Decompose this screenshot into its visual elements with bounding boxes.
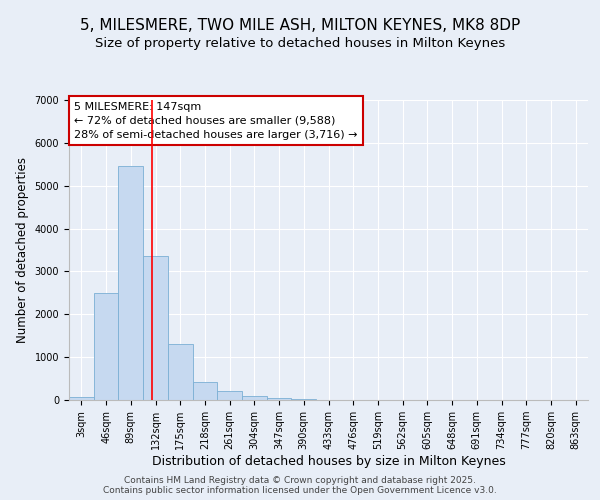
Text: 5 MILESMERE: 147sqm
← 72% of detached houses are smaller (9,588)
28% of semi-det: 5 MILESMERE: 147sqm ← 72% of detached ho… xyxy=(74,102,358,140)
Bar xyxy=(267,398,292,400)
Bar xyxy=(118,166,143,400)
Text: Contains HM Land Registry data © Crown copyright and database right 2025.
Contai: Contains HM Land Registry data © Crown c… xyxy=(103,476,497,495)
Bar xyxy=(193,382,217,400)
Text: 5, MILESMERE, TWO MILE ASH, MILTON KEYNES, MK8 8DP: 5, MILESMERE, TWO MILE ASH, MILTON KEYNE… xyxy=(80,18,520,32)
Bar xyxy=(168,344,193,400)
Y-axis label: Number of detached properties: Number of detached properties xyxy=(16,157,29,343)
Bar xyxy=(143,256,168,400)
Bar xyxy=(217,390,242,400)
Bar xyxy=(69,396,94,400)
Bar xyxy=(94,293,118,400)
Bar xyxy=(242,396,267,400)
Text: Size of property relative to detached houses in Milton Keynes: Size of property relative to detached ho… xyxy=(95,38,505,51)
X-axis label: Distribution of detached houses by size in Milton Keynes: Distribution of detached houses by size … xyxy=(152,455,505,468)
Bar xyxy=(292,398,316,400)
